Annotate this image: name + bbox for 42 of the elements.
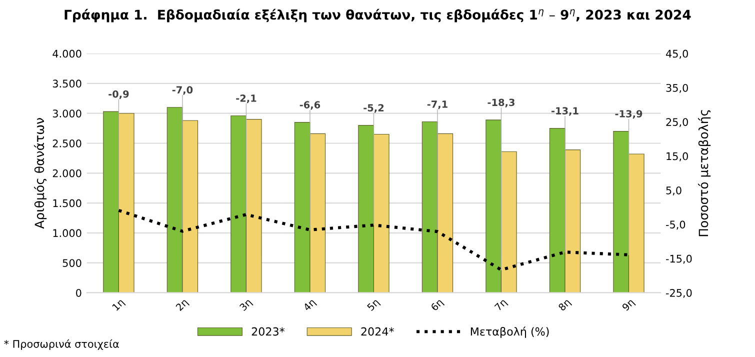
data-label: -0,9 [108, 90, 129, 99]
data-label: -18,3 [488, 98, 514, 108]
x-tick-label: 3η [239, 298, 254, 312]
y-tick-label: 2.500 [52, 139, 82, 148]
y2-tick-label: 35,0 [666, 84, 688, 93]
y2-tick-label: 45,0 [666, 50, 688, 59]
data-label: -7,1 [427, 100, 448, 110]
x-tick-label: 8η [558, 298, 572, 313]
x-tick-label: 9η [622, 298, 636, 313]
y-tick-label: 4.000 [52, 50, 82, 58]
y-tick-label: 2.000 [52, 169, 82, 178]
text: * Προσωρινά στοιχεία [4, 339, 119, 350]
data-label: -2,1 [236, 94, 256, 104]
legend-label: Μεταβολή (%) [470, 326, 549, 338]
y2-tick-label: -15,0 [666, 254, 692, 264]
x-tick-label: 1η [112, 298, 126, 312]
y-tick-label: 3.500 [52, 80, 82, 88]
x-tick-label: 7η [494, 298, 508, 312]
x-tick-label: 6η [430, 298, 445, 313]
data-label: -13,1 [552, 107, 578, 116]
data-label: -7,0 [172, 86, 193, 95]
y2-tick-label: -5,0 [666, 220, 686, 230]
x-tick-label: 5η [366, 298, 381, 312]
y2-tick-label: -25,0 [666, 288, 692, 298]
y-tick-label: 1.000 [53, 229, 82, 238]
y-tick-label: 0 [76, 288, 82, 297]
y2-tick-label: 5,0 [666, 186, 682, 196]
x-tick-label: 2η [175, 298, 190, 312]
legend-label: 2024* [361, 327, 394, 336]
legend-label: 2023* [252, 327, 285, 336]
y2-tick-label: 25,0 [666, 118, 688, 128]
y-axis-title: Αριθμός θανάτων [34, 118, 47, 229]
y2-tick-label: 15,0 [666, 152, 688, 162]
data-label: -5,2 [364, 104, 384, 113]
y-tick-label: 500 [62, 259, 82, 267]
y2-axis-title: Ποσοστό μεταβολής [698, 110, 711, 236]
x-tick-label: 4η [302, 298, 318, 313]
chart-title: Γράφημα 1. Εβδομαδιαία εξέλιξη των θανάτων, τις εβδομάδες 1$^{η}$ – 9$^{η}$, 2023 και 2024 [64, 8, 691, 22]
data-label: -13,9 [615, 110, 642, 119]
y-tick-label: 3.000 [52, 110, 82, 118]
data-label: -6,6 [300, 101, 320, 110]
y-tick-label: 1.500 [53, 199, 82, 208]
